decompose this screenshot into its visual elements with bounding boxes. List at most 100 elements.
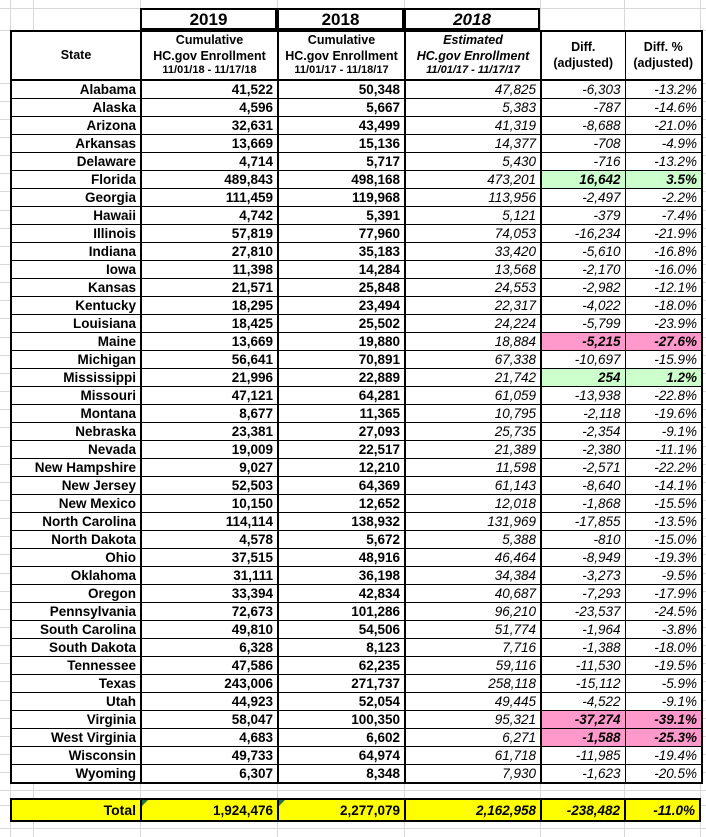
cell-diff[interactable]: -8,949 — [540, 548, 626, 567]
cell-estimated-2018[interactable]: 24,553 — [404, 278, 542, 297]
cell-estimated-2018[interactable]: 5,383 — [404, 98, 542, 117]
cell-diff[interactable]: -5,799 — [540, 314, 626, 333]
cell-estimated-2018[interactable]: 67,338 — [404, 350, 542, 369]
cell-diff[interactable]: -2,497 — [540, 188, 626, 207]
cell-diff-pct[interactable]: -16.0% — [624, 260, 703, 279]
cell-enrollment-2018[interactable]: 12,210 — [277, 458, 406, 477]
cell-enrollment-2019[interactable]: 6,328 — [140, 638, 279, 657]
cell-enrollment-2019[interactable]: 114,114 — [140, 512, 279, 531]
cell-enrollment-2019[interactable]: 18,425 — [140, 314, 279, 333]
cell-state[interactable]: Mississippi — [10, 368, 142, 387]
cell-state[interactable]: Arkansas — [10, 134, 142, 153]
cell-state[interactable]: Kansas — [10, 278, 142, 297]
cell-state[interactable]: New Hampshire — [10, 458, 142, 477]
cell-diff-pct[interactable]: -16.8% — [624, 242, 703, 261]
cell-estimated-2018[interactable]: 21,742 — [404, 368, 542, 387]
cell-state[interactable]: Michigan — [10, 350, 142, 369]
cell-state[interactable]: Utah — [10, 692, 142, 711]
cell-diff-pct[interactable]: -19.5% — [624, 656, 703, 675]
cell-diff[interactable]: -708 — [540, 134, 626, 153]
cell-state[interactable]: Tennessee — [10, 656, 142, 675]
cell-diff[interactable]: -10,697 — [540, 350, 626, 369]
cell-enrollment-2018[interactable]: 54,506 — [277, 620, 406, 639]
cell-diff[interactable]: -1,868 — [540, 494, 626, 513]
cell-diff[interactable]: -1,388 — [540, 638, 626, 657]
cell-state[interactable]: Maine — [10, 332, 142, 351]
cell-estimated-2018[interactable]: 46,464 — [404, 548, 542, 567]
cell-enrollment-2019[interactable]: 32,631 — [140, 116, 279, 135]
cell-diff[interactable]: -8,640 — [540, 476, 626, 495]
cell-estimated-2018[interactable]: 22,317 — [404, 296, 542, 315]
cell-state[interactable]: Pennsylvania — [10, 602, 142, 621]
cell-enrollment-2019[interactable]: 72,673 — [140, 602, 279, 621]
cell-diff-pct[interactable]: -18.0% — [624, 296, 703, 315]
cell-diff[interactable]: -5,610 — [540, 242, 626, 261]
cell-enrollment-2018[interactable]: 14,284 — [277, 260, 406, 279]
column-header-2018-cumulative[interactable]: Cumulative HC.gov Enrollment 11/01/17 - … — [277, 30, 406, 81]
cell-enrollment-2018[interactable]: 12,652 — [277, 494, 406, 513]
cell-diff-pct[interactable]: -13.2% — [624, 152, 703, 171]
cell-diff-pct[interactable]: -5.9% — [624, 674, 703, 693]
cell-estimated-2018[interactable]: 5,388 — [404, 530, 542, 549]
cell-diff-pct[interactable]: -15.9% — [624, 350, 703, 369]
cell-estimated-2018[interactable]: 14,377 — [404, 134, 542, 153]
cell-diff[interactable]: -15,112 — [540, 674, 626, 693]
cell-estimated-2018[interactable]: 40,687 — [404, 584, 542, 603]
cell-estimated-2018[interactable]: 13,568 — [404, 260, 542, 279]
cell-estimated-2018[interactable]: 258,118 — [404, 674, 542, 693]
cell-diff[interactable]: -17,855 — [540, 512, 626, 531]
cell-diff-pct[interactable]: -19.6% — [624, 404, 703, 423]
cell-diff[interactable]: -1,588 — [540, 728, 626, 747]
cell-diff-pct[interactable]: -19.4% — [624, 746, 703, 765]
cell-diff[interactable]: -13,938 — [540, 386, 626, 405]
cell-diff[interactable]: -379 — [540, 206, 626, 225]
total-estimated-2018[interactable]: 2,162,958 — [404, 800, 540, 820]
cell-diff-pct[interactable]: 3.5% — [624, 170, 703, 189]
year-header-2018-estimated[interactable]: 2018 — [404, 8, 540, 30]
cell-diff-pct[interactable]: -22.2% — [624, 458, 703, 477]
total-enrollment-2018[interactable]: 2,277,079 — [277, 800, 404, 820]
cell-enrollment-2019[interactable]: 6,307 — [140, 764, 279, 784]
cell-enrollment-2019[interactable]: 489,843 — [140, 170, 279, 189]
cell-state[interactable]: New Jersey — [10, 476, 142, 495]
cell-diff-pct[interactable]: -15.5% — [624, 494, 703, 513]
cell-diff-pct[interactable]: -22.8% — [624, 386, 703, 405]
cell-diff-pct[interactable]: -27.6% — [624, 332, 703, 351]
cell-estimated-2018[interactable]: 7,930 — [404, 764, 542, 784]
cell-enrollment-2019[interactable]: 21,571 — [140, 278, 279, 297]
cell-enrollment-2018[interactable]: 5,717 — [277, 152, 406, 171]
cell-diff-pct[interactable]: -14.1% — [624, 476, 703, 495]
cell-estimated-2018[interactable]: 24,224 — [404, 314, 542, 333]
cell-diff-pct[interactable]: -13.5% — [624, 512, 703, 531]
cell-diff[interactable]: -16,234 — [540, 224, 626, 243]
cell-enrollment-2018[interactable]: 5,667 — [277, 98, 406, 117]
cell-state[interactable]: New Mexico — [10, 494, 142, 513]
cell-enrollment-2019[interactable]: 33,394 — [140, 584, 279, 603]
cell-diff-pct[interactable]: -14.6% — [624, 98, 703, 117]
cell-enrollment-2019[interactable]: 111,459 — [140, 188, 279, 207]
cell-enrollment-2018[interactable]: 23,494 — [277, 296, 406, 315]
cell-state[interactable]: South Dakota — [10, 638, 142, 657]
cell-enrollment-2018[interactable]: 70,891 — [277, 350, 406, 369]
cell-diff-pct[interactable]: -21.0% — [624, 116, 703, 135]
cell-estimated-2018[interactable]: 96,210 — [404, 602, 542, 621]
cell-diff-pct[interactable]: -23.9% — [624, 314, 703, 333]
cell-diff-pct[interactable]: -9.5% — [624, 566, 703, 585]
cell-diff-pct[interactable]: -18.0% — [624, 638, 703, 657]
cell-enrollment-2018[interactable]: 48,916 — [277, 548, 406, 567]
cell-enrollment-2018[interactable]: 25,848 — [277, 278, 406, 297]
cell-state[interactable]: Wisconsin — [10, 746, 142, 765]
cell-estimated-2018[interactable]: 25,735 — [404, 422, 542, 441]
cell-diff[interactable]: -2,571 — [540, 458, 626, 477]
cell-estimated-2018[interactable]: 113,956 — [404, 188, 542, 207]
cell-diff-pct[interactable]: -7.4% — [624, 206, 703, 225]
cell-state[interactable]: North Dakota — [10, 530, 142, 549]
cell-state[interactable]: Ohio — [10, 548, 142, 567]
cell-enrollment-2018[interactable]: 43,499 — [277, 116, 406, 135]
cell-estimated-2018[interactable]: 18,884 — [404, 332, 542, 351]
cell-estimated-2018[interactable]: 61,059 — [404, 386, 542, 405]
cell-estimated-2018[interactable]: 11,598 — [404, 458, 542, 477]
cell-enrollment-2019[interactable]: 57,819 — [140, 224, 279, 243]
cell-enrollment-2019[interactable]: 243,006 — [140, 674, 279, 693]
cell-enrollment-2018[interactable]: 22,517 — [277, 440, 406, 459]
